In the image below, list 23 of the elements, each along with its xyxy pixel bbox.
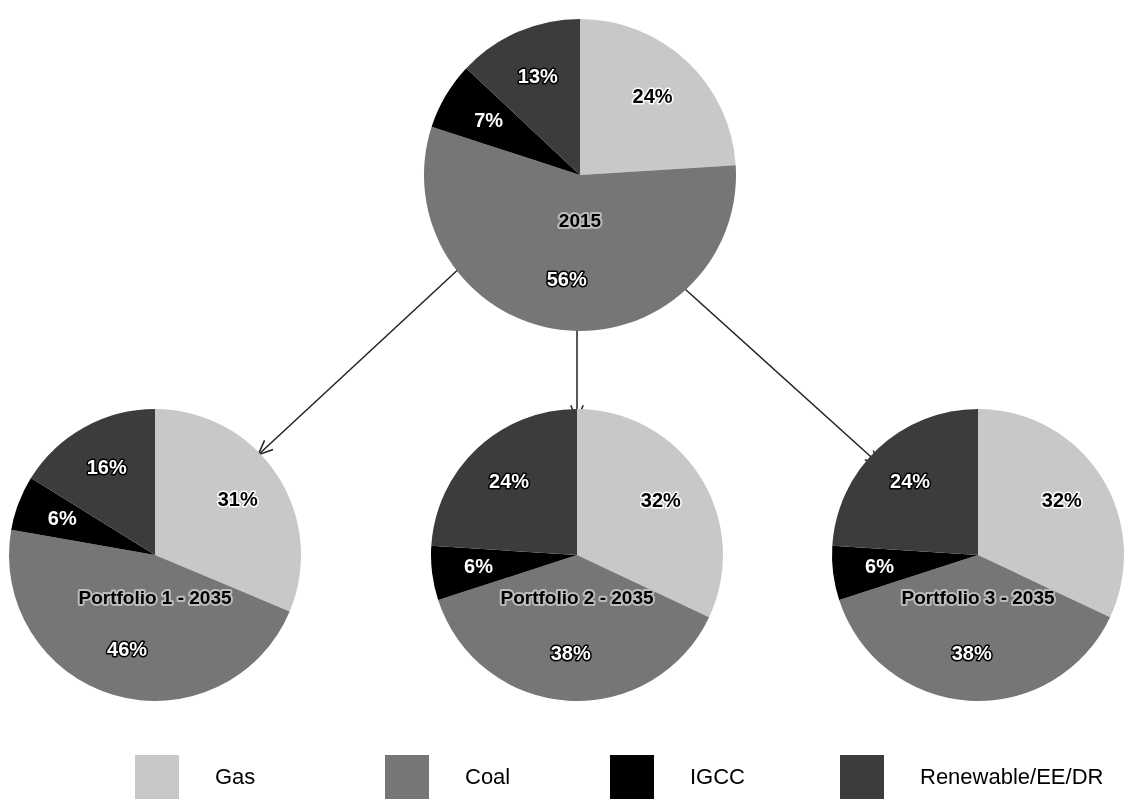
data-label: 7%: [474, 108, 504, 131]
legend-label: Renewable/EE/DR: [920, 764, 1104, 790]
text: Portfolio 1 - 2035: [78, 587, 232, 609]
data-label: 24%: [489, 470, 530, 493]
text: Portfolio 3 - 2035: [901, 587, 1055, 609]
data-label: 56%: [546, 267, 587, 290]
data-label: 24%: [890, 470, 931, 493]
data-label: 38%: [550, 641, 591, 664]
text: 2015: [558, 210, 602, 232]
data-label: 38%: [951, 641, 992, 664]
legend-label: Gas: [215, 764, 256, 790]
data-label: 6%: [865, 554, 895, 577]
data-label: 6%: [47, 507, 77, 530]
legend-label: Coal: [465, 764, 511, 790]
data-label: 31%: [217, 487, 258, 510]
legend-label: IGCC: [690, 764, 745, 790]
data-label: 16%: [86, 455, 127, 478]
data-label: 46%: [107, 637, 148, 660]
data-label: 32%: [1041, 489, 1083, 512]
data-label: 32%: [640, 489, 682, 512]
data-label: 24%: [632, 85, 673, 108]
data-label: 13%: [517, 65, 559, 88]
data-label: 6%: [464, 554, 494, 577]
